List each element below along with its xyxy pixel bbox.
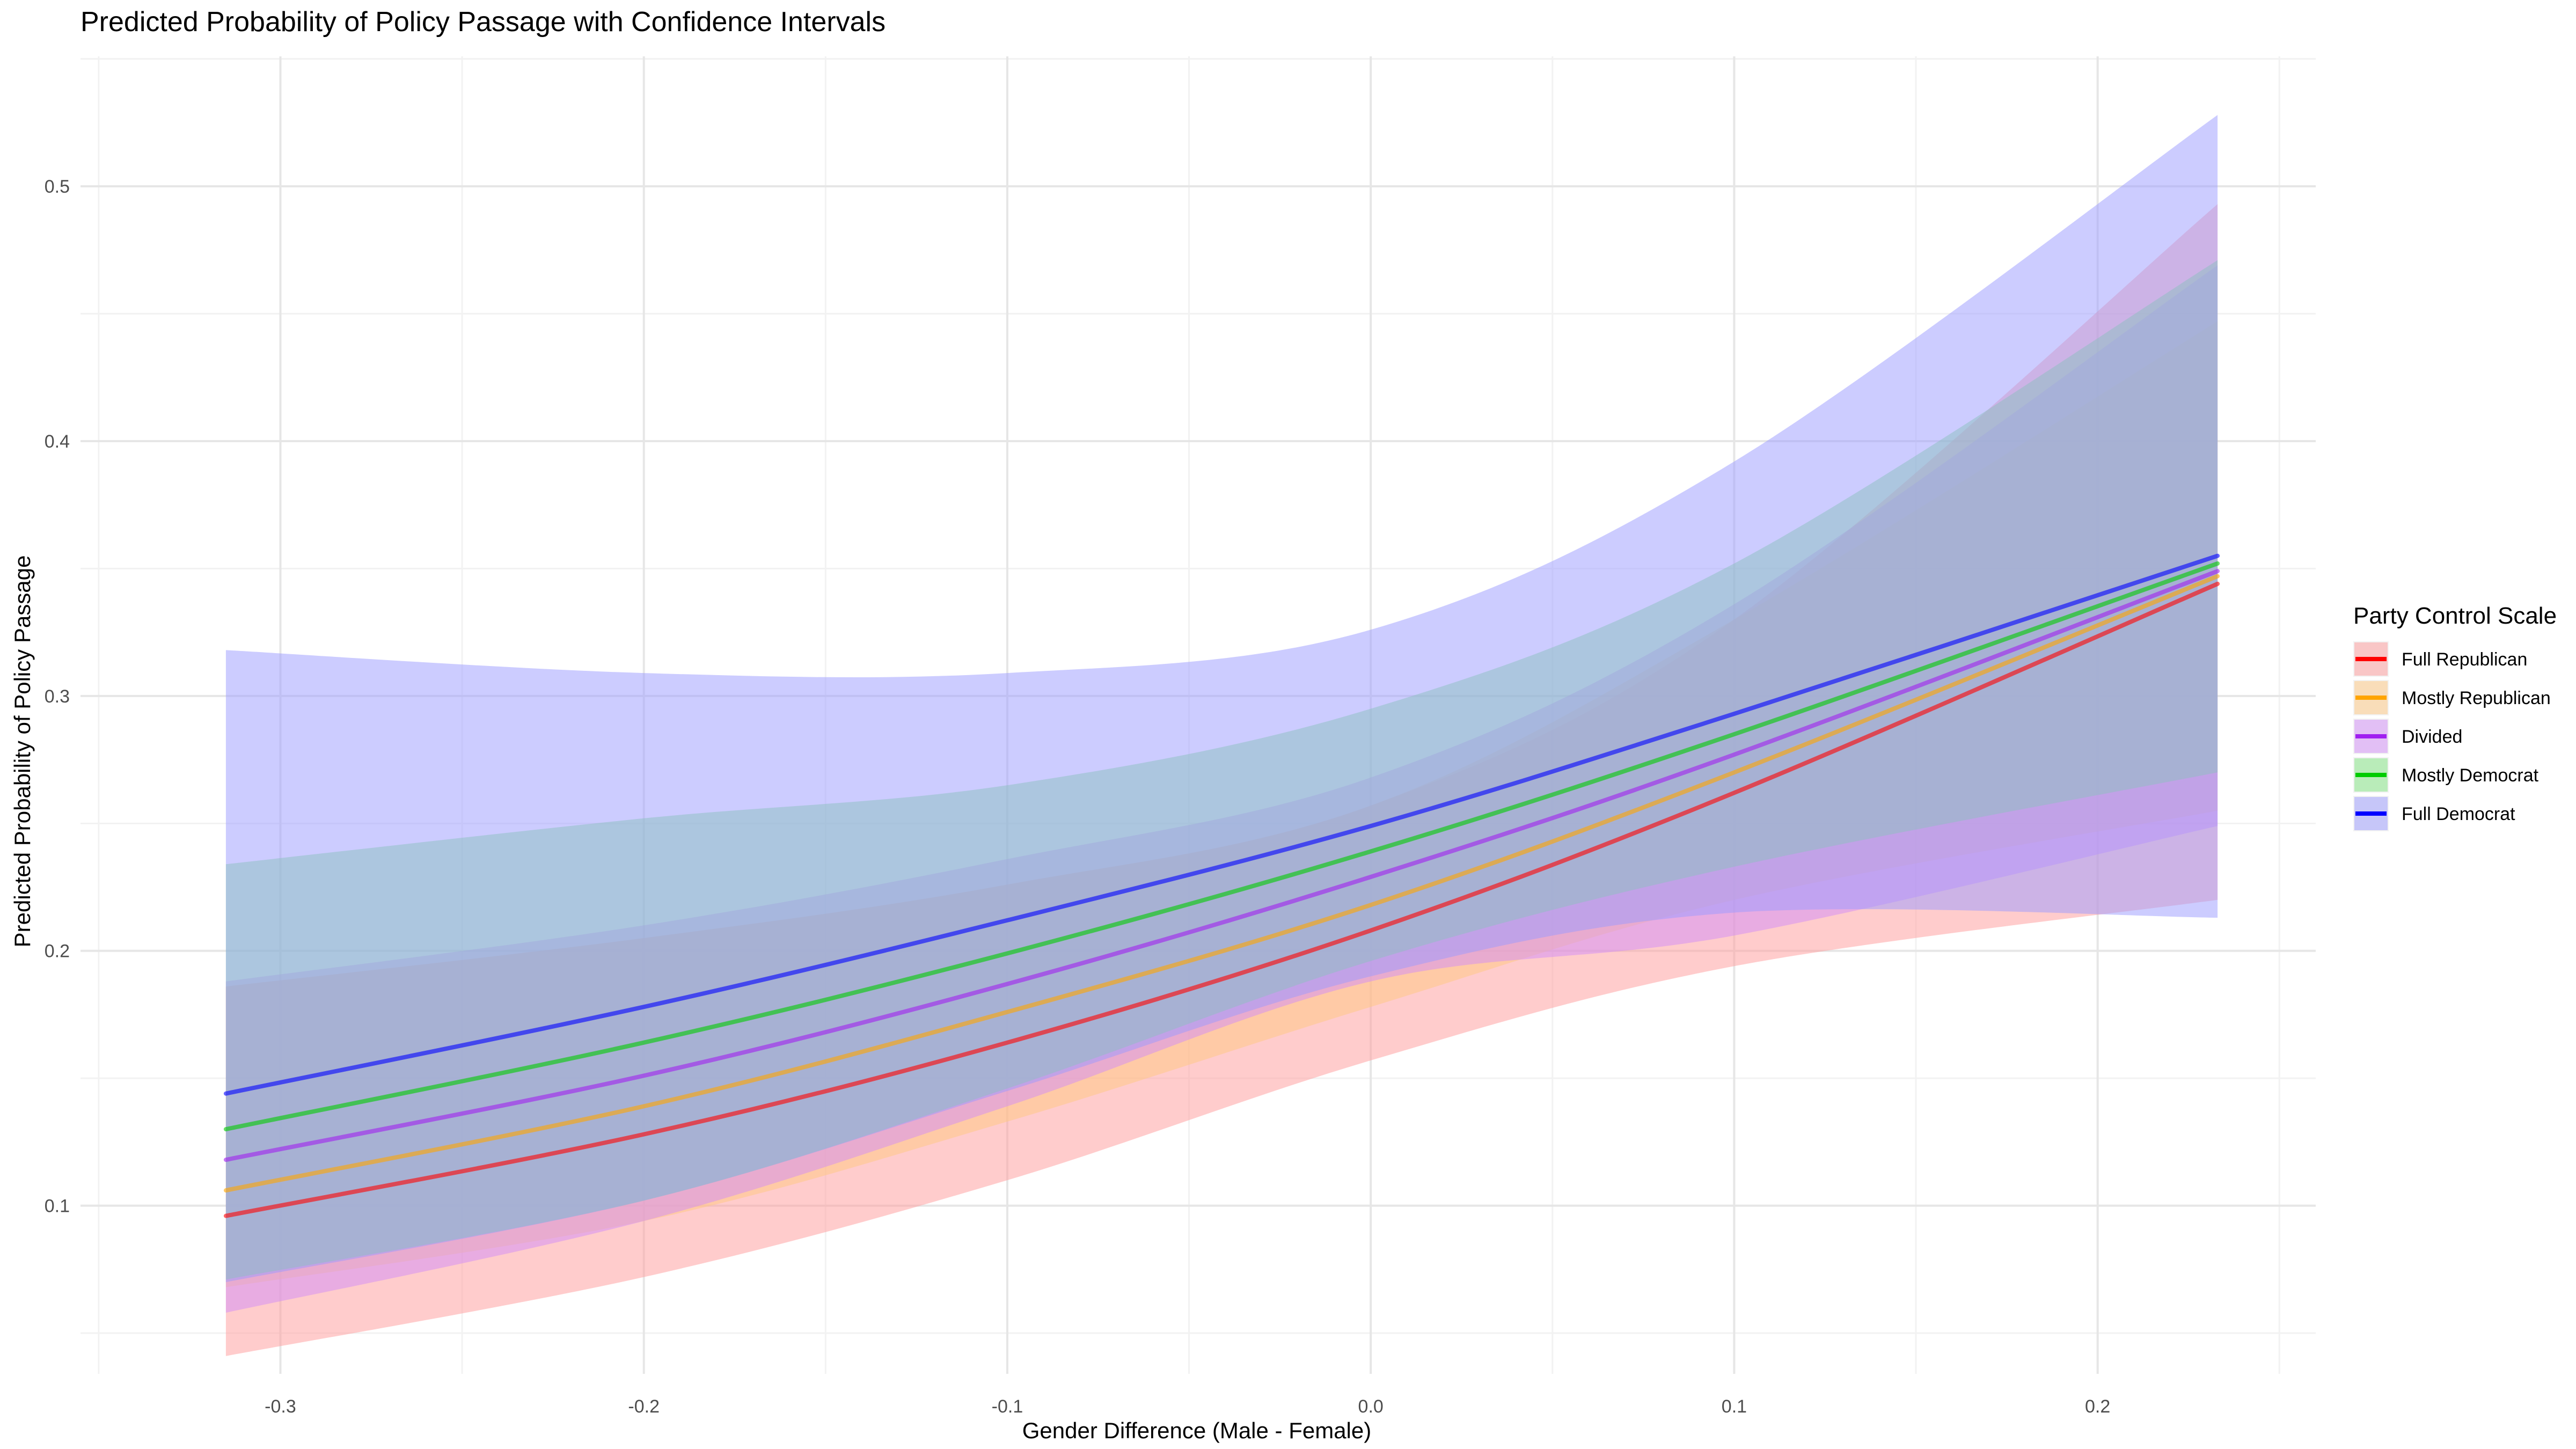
y-tick-label: 0.2 <box>45 941 70 962</box>
legend-label-full-democrat: Full Democrat <box>2402 804 2515 824</box>
series-line-divided <box>223 569 2220 1162</box>
series-line-mostly-republican <box>223 574 2220 1193</box>
x-tick-label: 0.2 <box>2085 1396 2110 1417</box>
series-line-full-democrat <box>223 553 2220 1096</box>
legend-label-full-republican: Full Republican <box>2402 649 2527 670</box>
x-tick-label: 0.1 <box>1722 1396 1747 1417</box>
legend-items: Full Republican Mostly Republican Divided M… <box>2353 641 2551 831</box>
legend-title: Party Control Scale <box>2353 603 2557 629</box>
legend: Party Control Scale Full Republican Mostl… <box>2353 603 2557 831</box>
legend-key-mostly-democrat <box>2353 757 2389 793</box>
series-line-full-republican <box>223 581 2220 1218</box>
y-tick-label: 0.4 <box>45 431 70 452</box>
legend-key-full-democrat <box>2353 796 2389 831</box>
x-tick-label: 0.0 <box>1358 1396 1384 1417</box>
x-axis-ticks: -0.3 -0.2 -0.1 0.0 0.1 0.2 <box>265 1396 2110 1417</box>
y-tick-label: 0.3 <box>45 686 70 707</box>
x-tick-label: -0.3 <box>265 1396 296 1417</box>
series-line-mostly-democrat <box>223 561 2220 1132</box>
x-tick-label: -0.2 <box>628 1396 660 1417</box>
legend-label-mostly-republican: Mostly Republican <box>2402 688 2551 708</box>
legend-key-divided <box>2353 719 2389 754</box>
y-tick-label: 0.1 <box>45 1196 70 1217</box>
y-axis-label: Predicted Probability of Policy Passage <box>10 555 35 948</box>
y-tick-label: 0.5 <box>45 177 70 197</box>
legend-key-mostly-republican <box>2353 680 2389 715</box>
x-tick-label: -0.1 <box>992 1396 1023 1417</box>
legend-key-full-republican <box>2353 641 2389 677</box>
chart-title: Predicted Probability of Policy Passage … <box>80 6 885 38</box>
series-lines <box>223 553 2220 1218</box>
legend-label-mostly-democrat: Mostly Democrat <box>2402 765 2539 786</box>
y-axis-ticks: 0.1 0.2 0.3 0.4 0.5 <box>45 177 70 1216</box>
x-axis-label: Gender Difference (Male - Female) <box>1022 1418 1371 1443</box>
legend-label-divided: Divided <box>2402 727 2462 747</box>
